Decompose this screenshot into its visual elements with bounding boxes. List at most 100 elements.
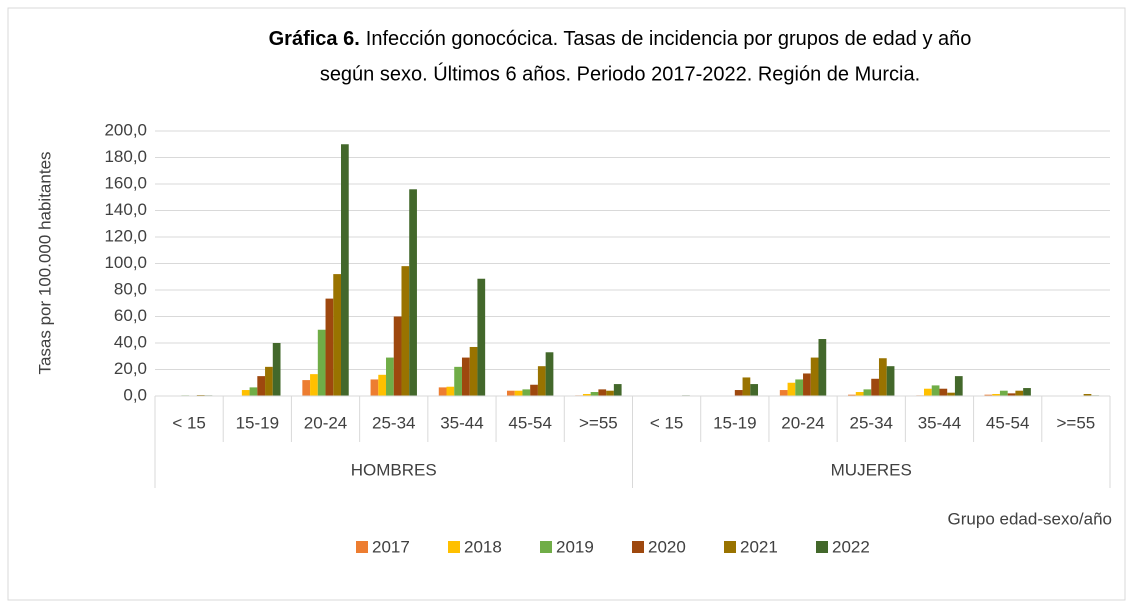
bar [947,392,955,396]
bar [803,373,811,396]
bar [333,274,341,396]
bar [325,298,334,396]
bar [734,390,743,396]
bar [924,388,932,396]
bar [257,376,266,396]
bar [750,384,759,396]
bar [401,266,410,396]
bar [598,389,607,396]
bar [514,390,523,396]
bar [370,379,379,396]
bar [409,189,417,396]
group-label: MUJERES [831,460,912,479]
y-tick-label: 200,0 [104,120,147,139]
bar [984,394,993,396]
bar [818,339,827,396]
bar [545,352,554,396]
bar [378,374,387,396]
bar [241,390,250,396]
bar [393,316,402,396]
bar [446,386,455,396]
bar [454,366,462,396]
legend-label: 2018 [464,537,502,556]
legend-label: 2022 [832,537,870,556]
y-tick-label: 160,0 [104,173,147,192]
y-tick-label: 120,0 [104,226,147,245]
bar [477,278,486,396]
chart-border [7,7,1126,601]
y-tick-label: 80,0 [114,279,147,298]
y-tick-label: 60,0 [114,306,147,325]
bar [302,380,311,396]
bar [265,366,273,396]
bar [954,376,963,396]
bar [522,389,531,396]
x-tick-label: < 15 [172,413,206,432]
bar [340,144,349,396]
title-lead: Gráfica 6. [269,28,360,50]
bar [939,388,948,396]
bar [855,392,864,396]
bar [742,377,751,396]
bar [310,374,318,396]
bar [1023,388,1031,396]
bar [590,392,599,396]
x-tick-label: >=55 [579,413,618,432]
legend-swatch [356,541,368,553]
bar [530,384,538,396]
bar [999,390,1008,396]
x-tick-label: 35-44 [440,413,483,432]
y-tick-label: 100,0 [104,253,147,272]
bar [886,366,895,396]
bar [848,394,856,396]
legend-label: 2017 [372,537,410,556]
legend-swatch [448,541,460,553]
x-tick-label: 25-34 [850,413,893,432]
x-tick-label: 15-19 [236,413,279,432]
legend-label: 2020 [648,537,686,556]
bar [461,357,470,396]
legend-swatch [632,541,644,553]
bar [931,385,940,396]
x-tick-label: 45-54 [986,413,1029,432]
y-tick-label: 20,0 [114,359,147,378]
bar [606,390,614,396]
bar [810,357,819,396]
x-tick-label: 35-44 [918,413,961,432]
bar [787,382,796,396]
legend-label: 2021 [740,537,778,556]
y-tick-label: 0,0 [123,385,147,404]
legend-label: 2019 [556,537,594,556]
x-tick-label: 15-19 [713,413,756,432]
bar [506,390,515,396]
bar [992,394,1000,396]
chart-title: Gráfica 6. Infección gonocócica. Tasas de… [269,28,972,50]
x-tick-label: < 15 [650,413,684,432]
x-tick-label: 25-34 [372,413,415,432]
bar [438,387,447,396]
bar [613,384,622,396]
y-axis-label: Tasas por 100.000 habitantes [35,151,54,374]
bar [779,390,788,396]
x-tick-label: 20-24 [781,413,824,432]
bar [863,389,872,396]
title-line: Infección gonocócica. Tasas de incidenci… [366,28,972,50]
bar [386,357,394,396]
bar [272,343,281,396]
bar [878,358,887,396]
bar [537,366,546,396]
bar [1007,393,1016,396]
bar [1083,394,1092,396]
bar [249,387,258,396]
title-line: según sexo. Últimos 6 años. Periodo 2017… [320,62,920,85]
bar [1015,390,1024,396]
bar [582,394,591,396]
bar [795,379,804,396]
bar [469,346,478,396]
bar [317,329,326,396]
legend-swatch [724,541,736,553]
y-tick-label: 140,0 [104,200,147,219]
bar [871,378,879,396]
x-axis-label: Grupo edad-sexo/año [948,509,1112,528]
